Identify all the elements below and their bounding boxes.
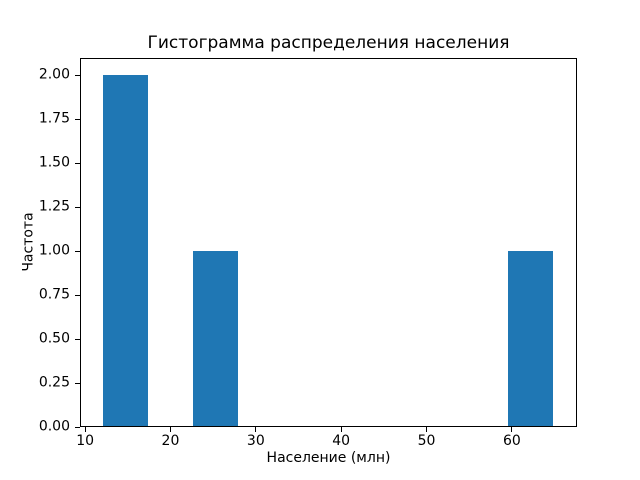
y-tick-mark (75, 250, 80, 252)
y-tick-mark (75, 74, 80, 76)
plot-area (80, 57, 577, 428)
y-tick-mark (75, 338, 80, 340)
x-tick-label: 60 (503, 433, 521, 450)
y-tick-label: 1.75 (38, 110, 70, 127)
y-tick-label: 0.75 (38, 286, 70, 303)
y-tick-label: 1.25 (38, 198, 70, 215)
x-tick-label: 10 (76, 433, 95, 450)
x-tick-label: 30 (246, 433, 265, 450)
x-tick-label: 20 (161, 433, 180, 450)
y-tick-label: 1.50 (38, 154, 70, 171)
x-tick-mark (84, 427, 86, 433)
x-axis-label: Население (млн) (266, 450, 391, 466)
y-tick-label: 0.50 (38, 330, 70, 347)
y-tick-mark (75, 382, 80, 384)
x-tick-mark (511, 427, 513, 433)
x-tick-mark (169, 427, 171, 433)
y-tick-mark (75, 294, 80, 296)
x-tick-mark (426, 427, 428, 433)
chart-title: Гистограмма распределения населения (147, 33, 510, 53)
y-tick-mark (75, 162, 80, 164)
histogram-bar (507, 251, 553, 428)
y-tick-label: 0.00 (38, 418, 70, 435)
y-tick-mark (75, 206, 80, 208)
histogram-bar (193, 251, 238, 428)
y-tick-label: 1.00 (38, 242, 70, 259)
y-axis-label: Частота (20, 212, 37, 272)
y-tick-label: 0.25 (38, 374, 70, 391)
y-tick-label: 2.00 (38, 66, 70, 83)
histogram-bar (103, 75, 149, 428)
y-tick-mark (75, 426, 80, 428)
x-tick-label: 40 (332, 433, 351, 450)
x-tick-mark (255, 427, 257, 433)
x-tick-mark (340, 427, 342, 433)
x-tick-label: 50 (417, 433, 436, 450)
y-tick-mark (75, 118, 80, 120)
